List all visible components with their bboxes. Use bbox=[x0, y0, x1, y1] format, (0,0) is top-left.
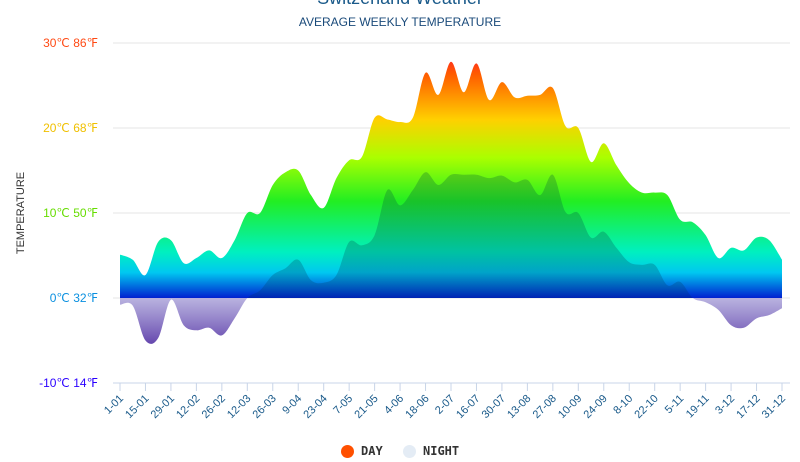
x-tick-label: 13-08 bbox=[505, 393, 533, 421]
y-axis-label: TEMPERATURE bbox=[15, 172, 27, 254]
legend-night[interactable]: NIGHT bbox=[403, 444, 459, 458]
chart-title: Switzerland Weather bbox=[0, 0, 800, 9]
x-tick-label: 18-06 bbox=[403, 393, 431, 421]
x-tick-label: 31-12 bbox=[760, 393, 788, 421]
x-tick-label: 12-03 bbox=[225, 393, 253, 421]
legend-night-label: NIGHT bbox=[423, 444, 460, 458]
legend-day-label: DAY bbox=[361, 444, 383, 458]
x-tick-label: 30-07 bbox=[480, 393, 508, 421]
x-tick-label: 17-12 bbox=[734, 393, 762, 421]
x-tick-label: 27-08 bbox=[531, 393, 559, 421]
x-tick-label: 29-01 bbox=[149, 393, 177, 421]
y-tick-label: 20℃ 68℉ bbox=[43, 121, 98, 135]
x-tick-label: 15-01 bbox=[123, 393, 151, 421]
x-tick-label: 19-11 bbox=[684, 393, 712, 421]
night-series-area bbox=[120, 172, 782, 344]
y-tick-label: 0℃ 32℉ bbox=[50, 291, 98, 305]
y-tick-label: -10℃ 14℉ bbox=[39, 376, 98, 390]
y-tick-label: 30℃ 86℉ bbox=[43, 36, 98, 50]
x-tick-label: 16-07 bbox=[454, 393, 482, 421]
x-tick-label: 23-04 bbox=[301, 393, 329, 421]
x-tick-label: 26-02 bbox=[200, 393, 228, 421]
legend-night-marker bbox=[403, 444, 416, 458]
x-tick-label: 26-03 bbox=[251, 393, 279, 421]
x-tick-label: 10-09 bbox=[556, 393, 584, 421]
legend-day-marker bbox=[341, 444, 354, 458]
x-tick-label: 24-09 bbox=[582, 393, 610, 421]
legend-day[interactable]: DAY bbox=[341, 444, 383, 458]
y-tick-label: 10℃ 50℉ bbox=[43, 206, 98, 220]
x-tick-label: 12-02 bbox=[174, 393, 202, 421]
chart-subtitle: AVERAGE WEEKLY TEMPERATURE bbox=[298, 15, 502, 29]
x-tick-label: 22-10 bbox=[632, 393, 660, 421]
x-tick-label: 5-11 bbox=[663, 393, 686, 416]
x-tick-label: 21-05 bbox=[352, 393, 380, 421]
